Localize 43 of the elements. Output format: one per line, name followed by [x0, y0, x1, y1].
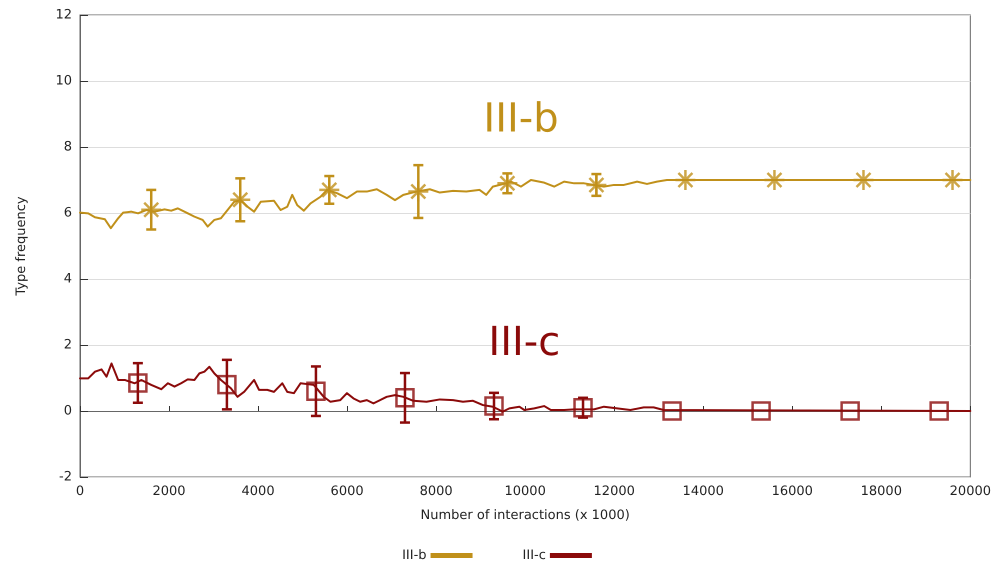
legend-label: III-c: [522, 548, 546, 563]
y-tick-label: 12: [55, 8, 72, 22]
point: [662, 401, 682, 421]
point: [751, 401, 771, 421]
y-tick-label: 2: [64, 338, 72, 352]
point: [941, 168, 964, 192]
y-tick-label: 6: [64, 206, 72, 220]
y-tick-label: 0: [64, 404, 72, 418]
y-tick-label: 4: [64, 272, 72, 286]
x-tick-label: 20000: [950, 484, 991, 499]
point: [852, 168, 875, 192]
point: [306, 381, 326, 401]
x-tick-label: 8000: [420, 484, 453, 499]
legend-label: III-b: [402, 548, 427, 563]
x-tick-label: 4000: [242, 484, 275, 499]
point: [763, 168, 786, 192]
x-tick-label: 10000: [504, 484, 546, 499]
point: [585, 174, 608, 196]
x-tick-label: 0: [76, 484, 84, 499]
point: [840, 401, 860, 421]
point: [484, 396, 504, 416]
point: [407, 180, 430, 203]
point: [318, 178, 341, 202]
x-tick-label: 14000: [682, 484, 724, 499]
x-tick-label: 16000: [772, 484, 813, 499]
x-tick-label: 18000: [860, 484, 902, 499]
annotation: III-b: [483, 96, 559, 142]
x-axis-title: Number of interactions (x 1000): [420, 508, 630, 523]
x-tick-label: 12000: [594, 484, 635, 499]
x-tick-label: 2000: [152, 484, 186, 499]
point: [128, 373, 148, 393]
point: [140, 198, 162, 221]
y-axis-title: Type frequency: [14, 196, 29, 297]
y-tick-label: 8: [64, 140, 72, 154]
y-tick-label: 10: [55, 74, 72, 88]
y-tick-label: -2: [59, 470, 72, 484]
annotation: III-c: [488, 319, 560, 366]
x-tick-label: 6000: [330, 484, 364, 499]
point: [395, 388, 415, 408]
point: [929, 401, 949, 421]
point: [217, 374, 237, 394]
point: [573, 398, 593, 418]
point: [674, 168, 697, 192]
